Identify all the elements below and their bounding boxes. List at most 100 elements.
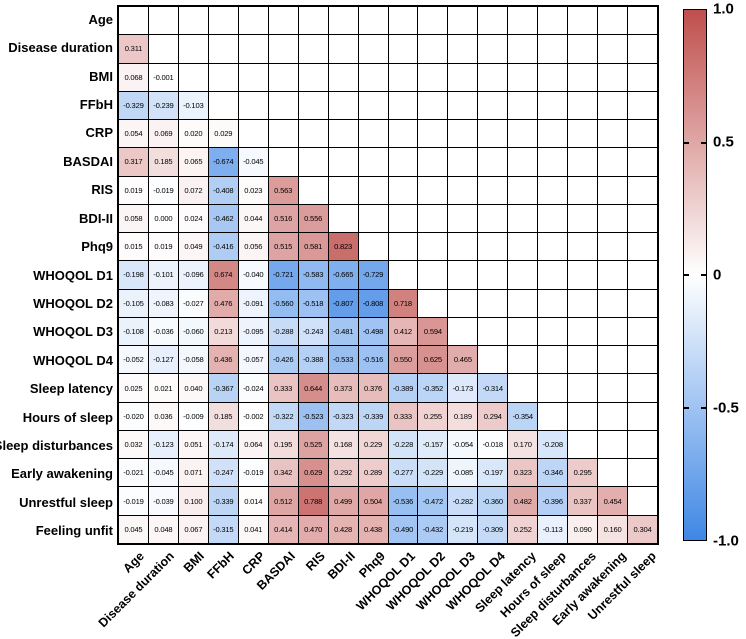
heatmap-cell-empty xyxy=(388,120,418,148)
heatmap-cell: -0.096 xyxy=(178,261,208,289)
heatmap-cell-empty xyxy=(358,233,388,261)
heatmap-cell: -0.277 xyxy=(388,459,418,487)
heatmap-cell-empty xyxy=(358,204,388,233)
row-label: WHOQOL D1 xyxy=(33,267,113,283)
heatmap-cell-empty xyxy=(478,63,508,91)
heatmap-cell: 0.625 xyxy=(418,346,448,374)
heatmap-cell: 0.071 xyxy=(178,459,208,487)
heatmap-cell: -0.018 xyxy=(478,430,508,459)
heatmap-cell: -0.309 xyxy=(478,515,508,543)
heatmap-cell: -0.729 xyxy=(358,261,388,289)
heatmap-grid: 0.311 0.068 -0.001 -0.329 -0.239 -0.103 0.054 0… xyxy=(117,5,659,545)
heatmap-cell: -0.113 xyxy=(538,515,568,543)
heatmap-cell: -0.103 xyxy=(178,91,208,120)
heatmap-cell-empty xyxy=(628,35,657,63)
heatmap-cell: -0.024 xyxy=(238,374,268,402)
heatmap-cell-empty xyxy=(478,346,508,374)
colorbar-tick-label: 0 xyxy=(713,266,722,284)
heatmap-cell: -0.027 xyxy=(178,289,208,317)
heatmap-cell-empty xyxy=(538,35,568,63)
heatmap-cell: 0.476 xyxy=(208,289,238,317)
heatmap-cell-empty xyxy=(328,120,358,148)
heatmap-cell-empty xyxy=(538,402,568,430)
colorbar-tick-label: 0.5 xyxy=(713,133,734,151)
heatmap-cell: 0.504 xyxy=(358,487,388,515)
heatmap-cell: 0.644 xyxy=(298,374,328,402)
heatmap-cell-empty xyxy=(298,148,328,176)
heatmap-cell: -0.228 xyxy=(388,430,418,459)
heatmap-cell: 0.342 xyxy=(268,459,298,487)
heatmap-cell-empty xyxy=(508,148,538,176)
heatmap-cell: -0.518 xyxy=(298,289,328,317)
heatmap-cell: 0.556 xyxy=(298,204,328,233)
heatmap-cell-empty xyxy=(208,63,238,91)
heatmap-cell: 0.499 xyxy=(328,487,358,515)
heatmap-cell: 0.252 xyxy=(508,515,538,543)
heatmap-cell: 0.041 xyxy=(238,515,268,543)
colorbar xyxy=(683,9,707,541)
heatmap-cell: 0.311 xyxy=(119,35,148,63)
heatmap-cell-empty xyxy=(598,176,628,204)
heatmap-cell: -0.001 xyxy=(148,63,178,91)
heatmap-cell: 0.025 xyxy=(119,374,148,402)
heatmap-cell: 0.069 xyxy=(148,120,178,148)
heatmap-cell-empty xyxy=(328,176,358,204)
heatmap-cell: -0.197 xyxy=(478,459,508,487)
heatmap-cell-empty xyxy=(418,91,448,120)
heatmap-cell: -0.019 xyxy=(148,176,178,204)
heatmap-cell-empty xyxy=(598,7,628,35)
heatmap-cell: -0.516 xyxy=(358,346,388,374)
heatmap-cell: 0.438 xyxy=(358,515,388,543)
heatmap-cell-empty xyxy=(538,7,568,35)
row-label: WHOQOL D2 xyxy=(33,295,113,311)
row-label: Sleep disturbances xyxy=(0,438,113,454)
heatmap-cell-empty xyxy=(568,317,598,346)
heatmap-cell: 0.185 xyxy=(208,402,238,430)
colorbar-tick-label: -1.0 xyxy=(713,532,739,550)
heatmap-cell-empty xyxy=(328,204,358,233)
heatmap-cell: 0.594 xyxy=(418,317,448,346)
heatmap-cell-empty xyxy=(478,120,508,148)
heatmap-cell-empty xyxy=(598,91,628,120)
heatmap-cell-empty xyxy=(598,430,628,459)
heatmap-cell-empty xyxy=(358,91,388,120)
colorbar-tick-label: 1.0 xyxy=(713,0,734,18)
heatmap-cell-empty xyxy=(508,261,538,289)
heatmap-cell: 0.021 xyxy=(148,374,178,402)
heatmap-cell-empty xyxy=(508,289,538,317)
heatmap-cell-empty xyxy=(598,459,628,487)
heatmap-cell: -0.329 xyxy=(119,91,148,120)
heatmap-cell-empty xyxy=(418,7,448,35)
heatmap-cell: -0.085 xyxy=(448,459,478,487)
heatmap-cell: 0.470 xyxy=(298,515,328,543)
heatmap-cell-empty xyxy=(538,120,568,148)
heatmap-cell: 0.029 xyxy=(208,120,238,148)
heatmap-cell: -0.416 xyxy=(208,233,238,261)
heatmap-cell-empty xyxy=(568,148,598,176)
heatmap-cell-empty xyxy=(598,204,628,233)
heatmap-cell: 0.014 xyxy=(238,487,268,515)
heatmap-cell-empty xyxy=(628,402,657,430)
heatmap-cell: -0.247 xyxy=(208,459,238,487)
heatmap-cell: -0.229 xyxy=(418,459,448,487)
heatmap-cell-empty xyxy=(448,233,478,261)
heatmap-cell: 0.295 xyxy=(568,459,598,487)
heatmap-cell: -0.009 xyxy=(178,402,208,430)
heatmap-cell: -0.721 xyxy=(268,261,298,289)
heatmap-cell-empty xyxy=(598,63,628,91)
heatmap-cell-empty xyxy=(388,148,418,176)
heatmap-cell: -0.127 xyxy=(148,346,178,374)
heatmap-cell: 0.317 xyxy=(119,148,148,176)
heatmap-cell-empty xyxy=(628,317,657,346)
heatmap-cell-empty xyxy=(328,63,358,91)
heatmap-cell-empty xyxy=(358,35,388,63)
heatmap-cell-empty xyxy=(298,35,328,63)
heatmap-cell-empty xyxy=(508,7,538,35)
heatmap-cell: -0.052 xyxy=(119,346,148,374)
heatmap-cell-empty xyxy=(388,261,418,289)
heatmap-cell-empty xyxy=(268,7,298,35)
heatmap-cell: -0.583 xyxy=(298,261,328,289)
heatmap-cell: -0.219 xyxy=(448,515,478,543)
row-label: RIS xyxy=(91,182,113,198)
heatmap-cell-empty xyxy=(478,7,508,35)
